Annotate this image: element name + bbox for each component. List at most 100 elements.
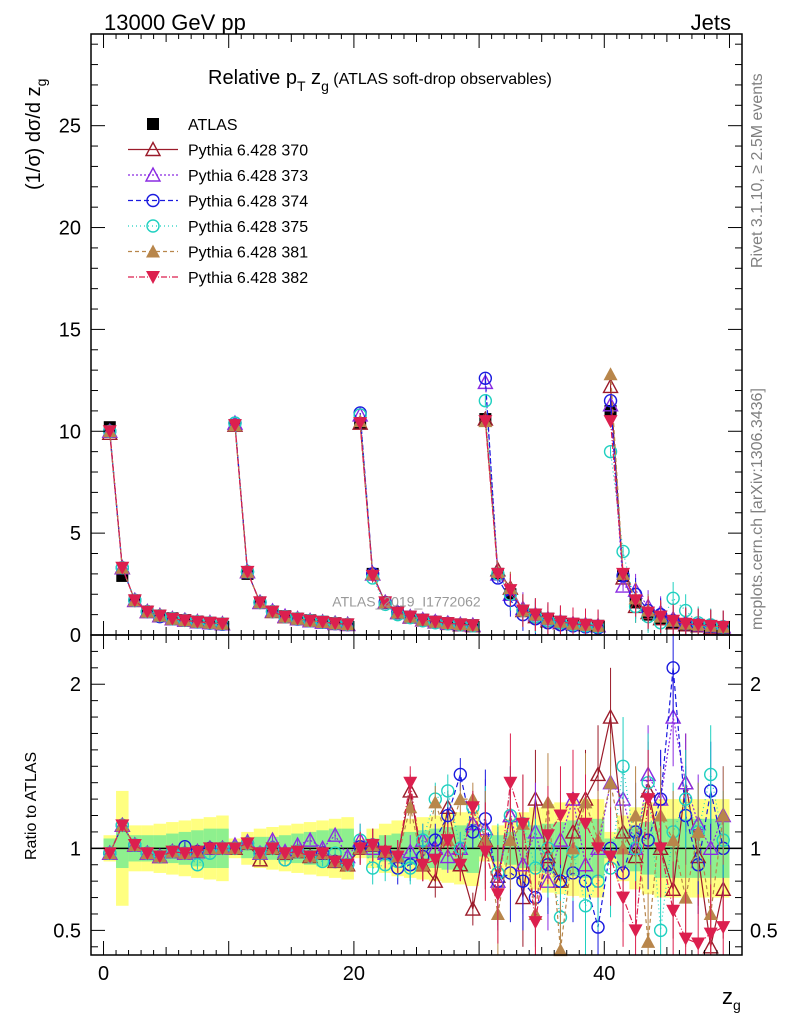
data-point: [553, 615, 568, 629]
data-point: [666, 661, 680, 675]
data-point: [478, 394, 493, 408]
data-point: [614, 577, 632, 593]
data-point: [177, 847, 192, 861]
y-tick-label-ratio: 0.5: [53, 920, 81, 942]
y-axis-label-sub: g: [33, 79, 49, 87]
series-line: [234, 423, 348, 626]
data-point: [716, 921, 731, 935]
title-note: (ATLAS soft-drop observables): [329, 71, 552, 88]
x-tick-label: 20: [343, 963, 365, 985]
data-point: [340, 618, 355, 632]
y-axis-label-ratio: Ratio to ATLAS: [23, 752, 40, 860]
legend-entry: Pythia 6.428 374: [128, 194, 308, 211]
series-line: [234, 423, 348, 626]
legend-entry: ATLAS: [147, 117, 238, 134]
title-sub-2: g: [321, 78, 329, 94]
legend: ATLAS Pythia 6.428 370 Pythia 6.428 373 Pyt…: [128, 117, 308, 287]
data-point: [315, 615, 330, 629]
legend-marker: [146, 271, 160, 284]
data-point: [240, 565, 255, 579]
data-point: [616, 891, 631, 905]
data-point: [678, 617, 693, 631]
data-point: [390, 606, 405, 620]
data-point: [666, 614, 681, 628]
series-line: [234, 423, 348, 626]
legend-marker: [146, 244, 160, 258]
y-tick-label-main: 5: [70, 523, 81, 545]
legend-marker: [146, 219, 160, 233]
data-point: [415, 858, 430, 872]
y-tick-label-main: 25: [59, 116, 81, 138]
data-point: [516, 874, 530, 888]
data-point: [464, 900, 482, 916]
data-point: [290, 845, 305, 859]
ratio-panel: 0 20 40 0.5 0.5 1 1 2 2: [53, 634, 778, 985]
data-point: [591, 842, 606, 856]
data-point: [140, 605, 155, 619]
data-point: [578, 899, 593, 913]
data-point: [315, 847, 330, 861]
data-point: [515, 604, 530, 618]
series-line: [234, 425, 348, 626]
data-point: [691, 824, 706, 838]
series-line: [109, 431, 223, 625]
data-point: [603, 850, 618, 864]
y-tick-label-main: 15: [59, 319, 81, 341]
data-point: [102, 847, 117, 861]
data-point: [152, 609, 167, 623]
series-ratio-1: [101, 667, 732, 931]
data-point: [215, 842, 230, 856]
data-point: [591, 619, 606, 633]
data-point: [691, 937, 706, 951]
legend-marker: [146, 193, 160, 208]
legend-label: Pythia 6.428 381: [188, 245, 308, 262]
legend-marker: [147, 118, 159, 130]
data-point: [102, 425, 117, 439]
y-axis-label-main: (1/σ) dσ/d zg: [23, 79, 49, 190]
y-tick-label-ratio-right: 2: [750, 674, 761, 696]
data-point: [528, 608, 543, 622]
data-point: [540, 829, 555, 843]
data-point: [365, 569, 380, 583]
series-line: [359, 423, 473, 626]
series-line: [109, 433, 223, 625]
collision-label: 13000 GeV pp: [104, 10, 246, 35]
series-line: [234, 425, 348, 626]
data-point: [127, 839, 142, 853]
data-point: [478, 415, 493, 429]
series-line: [484, 378, 599, 629]
data-point: [190, 615, 205, 629]
series-line: [609, 404, 724, 628]
data-point: [703, 927, 718, 941]
series-ratio-5: [102, 733, 731, 955]
legend-label: Pythia 6.428 370: [188, 143, 308, 160]
series-main-6: [102, 415, 731, 635]
data-point: [265, 842, 280, 856]
data-point: [602, 377, 619, 394]
data-point: [578, 618, 593, 632]
data-point: [365, 839, 380, 853]
process-label: Jets: [691, 10, 731, 35]
legend-label: Pythia 6.428 375: [188, 219, 308, 236]
data-point: [691, 618, 706, 632]
data-point: [390, 850, 405, 864]
data-point: [427, 872, 444, 888]
y-tick-label-ratio-right: 1: [750, 838, 761, 860]
legend-entry: Pythia 6.428 373: [128, 166, 308, 185]
data-point: [440, 617, 455, 631]
data-point: [603, 367, 618, 381]
data-point: [428, 853, 443, 867]
series-line: [109, 431, 223, 625]
data-point: [503, 584, 518, 598]
data-point: [278, 610, 293, 624]
data-point: [603, 415, 618, 429]
data-point: [477, 373, 494, 390]
data-point: [227, 842, 242, 856]
data-point: [478, 371, 493, 386]
x-axis-label: zg: [722, 984, 741, 1013]
legend-marker: [144, 141, 162, 157]
data-point: [416, 833, 430, 847]
data-point: [503, 833, 518, 847]
data-point: [303, 614, 318, 628]
series-line: [234, 425, 348, 626]
